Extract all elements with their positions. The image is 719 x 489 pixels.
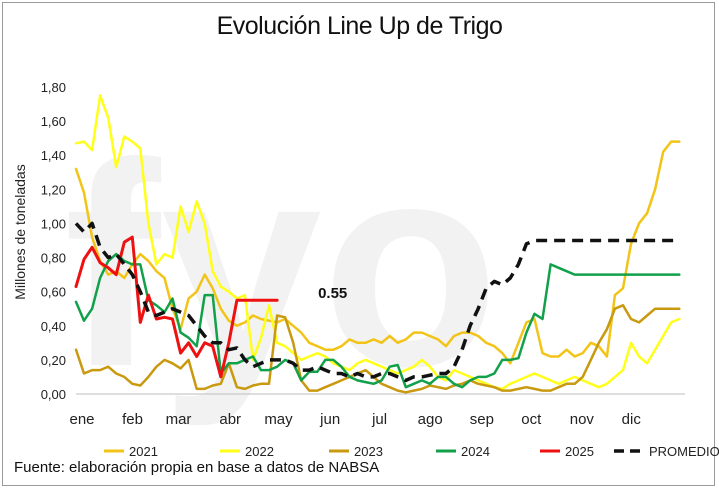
series-line-promedio xyxy=(74,221,680,383)
x-tick-label-nov: nov xyxy=(570,411,595,428)
source-note: Fuente: elaboración propia en base a dat… xyxy=(14,459,380,476)
x-tick-label-sep: sep xyxy=(470,411,494,428)
legend-label-2025: 2025 xyxy=(565,444,594,459)
x-tick-label-jul: jul xyxy=(371,411,387,428)
legend-label-2024: 2024 xyxy=(461,444,490,459)
chart-title: Evolución Line Up de Trigo xyxy=(216,12,503,40)
x-tick-label-ago: ago xyxy=(418,411,443,428)
x-tick-label-dic: dic xyxy=(622,411,642,428)
x-tick-label-ene: ene xyxy=(69,411,94,428)
legend-label-2022: 2022 xyxy=(245,444,274,459)
x-tick-label-oct: oct xyxy=(521,411,542,428)
y-tick-label: 1,80 xyxy=(41,80,66,95)
x-tick-label-jun: jun xyxy=(319,411,340,428)
x-tick-label-mar: mar xyxy=(166,411,192,428)
x-tick-label-abr: abr xyxy=(219,411,241,428)
y-tick-label: 0,60 xyxy=(41,285,66,300)
y-tick-label: 0,20 xyxy=(41,353,66,368)
y-tick-label: 0,80 xyxy=(41,251,66,266)
legend-label-2021: 2021 xyxy=(129,444,158,459)
series-line-2023 xyxy=(74,304,681,394)
y-tick-label: 1,40 xyxy=(41,148,66,163)
series-line-2024 xyxy=(74,252,681,389)
y-tick-label: 0,00 xyxy=(41,387,66,402)
y-tick-label: 1,20 xyxy=(41,182,66,197)
series-line-2025 xyxy=(74,235,279,379)
x-tick-label-may: may xyxy=(264,411,293,428)
series-line-2022 xyxy=(74,94,681,391)
annotation-label: 0.55 xyxy=(318,285,347,302)
legend-label-2023: 2023 xyxy=(354,444,383,459)
y-tick-label: 1,60 xyxy=(41,114,66,129)
y-tick-label: 0,40 xyxy=(41,319,66,334)
legend-label-promedio: PROMEDIO xyxy=(649,444,719,459)
x-tick-label-feb: feb xyxy=(122,411,143,428)
y-tick-label: 1,00 xyxy=(41,216,66,231)
